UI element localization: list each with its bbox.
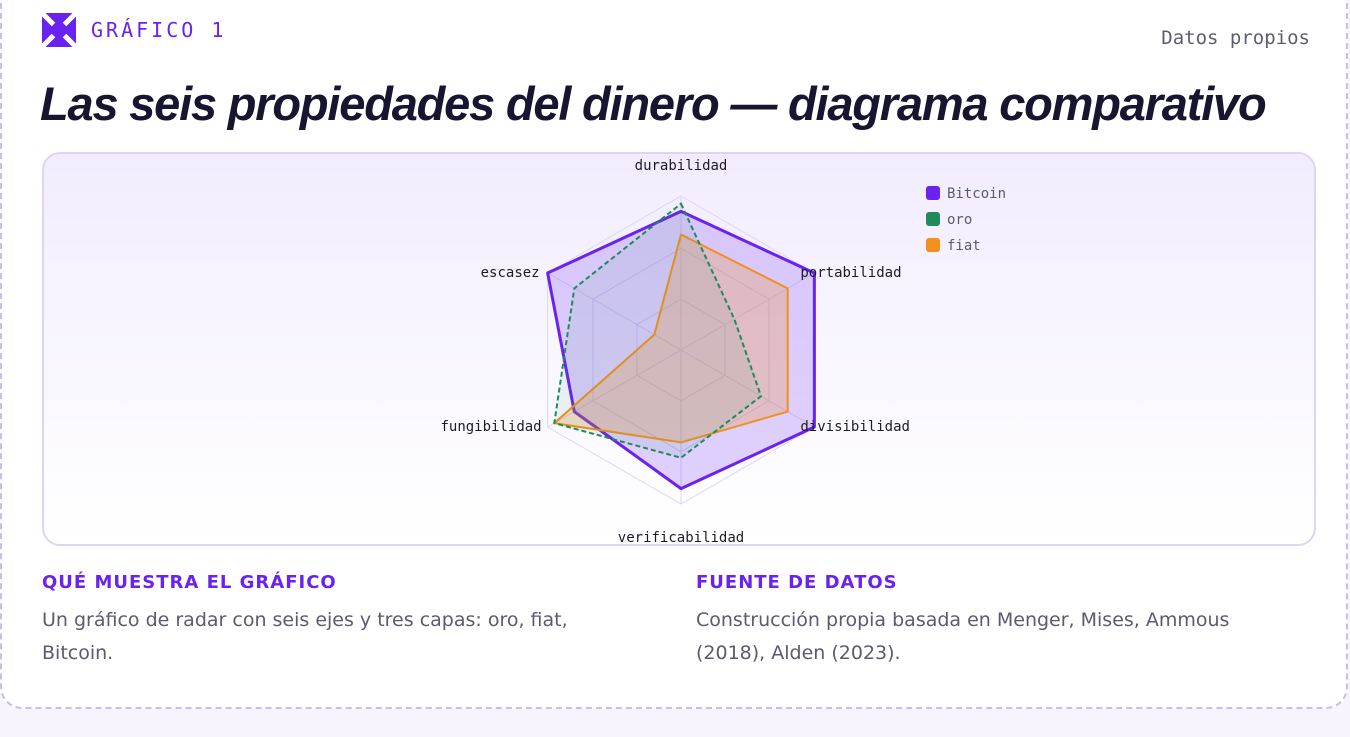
radar-chart: durabilidad portabilidad divisibilidad veri… (440, 158, 1006, 546)
grid-spoke-2 (680, 272, 815, 351)
source-text: Construcción propia basada en Menger, Mi… (696, 609, 1230, 664)
legend-label-bitcoin: Bitcoin (947, 186, 1006, 202)
legend-swatch-fiat (926, 238, 940, 252)
chart-title: Las seis propiedades del dinero — diagra… (40, 77, 1267, 130)
figure-label: GRÁFICO 1 (91, 18, 227, 42)
series-bitcoin-area (546, 209, 816, 491)
axis-label-escasez: escasez (481, 265, 540, 281)
source-heading: FUENTE DE DATOS (696, 572, 898, 593)
axis-label-verificabilidad: verificabilidad (618, 530, 744, 546)
series-oro-area (553, 202, 763, 459)
figure-card: GRÁFICO 1 Datos propios Las seis propied… (0, 0, 1348, 709)
grid-spoke-6 (547, 272, 682, 351)
grid-spoke-5 (547, 349, 682, 428)
grid-spoke-3 (680, 349, 815, 428)
axis-label-portabilidad: portabilidad (800, 265, 901, 281)
axis-label-durabilidad: durabilidad (635, 158, 728, 174)
what-heading: QUÉ MUESTRA EL GRÁFICO (42, 572, 337, 593)
axis-label-fungibilidad: fungibilidad (440, 419, 541, 435)
source-tag: Datos propios (1161, 27, 1310, 49)
brand-logo-icon (42, 13, 76, 47)
axis-label-divisibilidad: divisibilidad (800, 419, 910, 435)
legend-label-fiat: fiat (947, 238, 981, 254)
what-text: Un gráfico de radar con seis ejes y tres… (42, 609, 568, 664)
legend-label-oro: oro (947, 212, 972, 228)
legend-swatch-oro (926, 212, 940, 226)
chart-panel: durabilidad portabilidad divisibilidad veri… (42, 152, 1316, 546)
legend-swatch-bitcoin (926, 186, 940, 200)
series-fiat-area (553, 233, 789, 444)
